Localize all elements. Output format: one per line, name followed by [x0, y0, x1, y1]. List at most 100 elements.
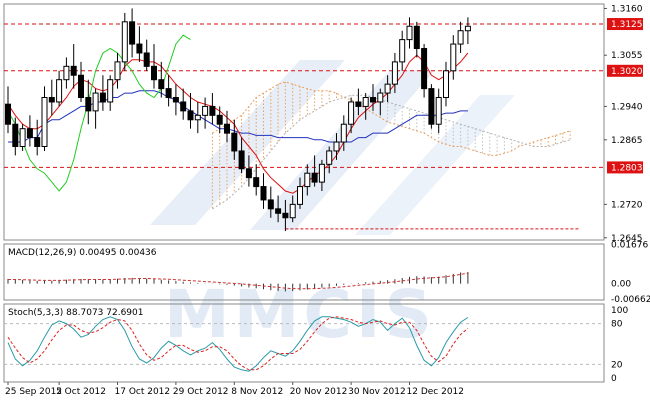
candle-body	[99, 92, 106, 103]
level-badge	[607, 161, 643, 174]
candle-body	[464, 25, 471, 32]
macd-signal	[8, 272, 468, 290]
candle-body	[70, 65, 77, 76]
price-frame	[3, 3, 605, 241]
candle-body	[107, 79, 114, 103]
candle-body	[355, 101, 362, 107]
price-tick-label: 1.2645	[611, 234, 643, 244]
candle-body	[399, 39, 406, 63]
tenkan-sen	[7, 52, 469, 194]
candle-body	[413, 25, 420, 50]
candle-body	[26, 128, 33, 139]
price-tick-label: 1.2940	[611, 102, 643, 112]
candle-body	[318, 163, 325, 183]
price-tick-label: 1.3160	[611, 4, 643, 14]
candle-body	[224, 123, 230, 134]
candle-body	[34, 137, 41, 147]
price-tick-label: 1.2720	[611, 200, 643, 210]
candle-body	[304, 172, 311, 188]
candle-body	[151, 65, 157, 81]
macd-tick-label: -0.00662	[611, 295, 650, 305]
candle-body	[216, 114, 223, 125]
candle-body	[348, 101, 355, 125]
level-badge-label: 1.3020	[611, 67, 643, 77]
stoch-frame	[3, 303, 605, 383]
stoch-tick-label: 100	[611, 306, 628, 316]
watermark-stripe	[150, 60, 345, 225]
candle-body	[384, 83, 391, 94]
candle-body	[457, 30, 464, 45]
stoch-tick-label: 0	[611, 374, 617, 384]
macd-tick-label: 0.00	[611, 280, 631, 290]
stoch-title: Stoch(5,3,3) 88.7073 72.6901	[8, 308, 143, 318]
macd-tick-label: 0.01676	[611, 241, 648, 251]
x-tick-label: 20 Nov 2012	[290, 387, 348, 397]
candle-body	[19, 128, 26, 147]
candle-body	[129, 21, 136, 45]
candle-body	[143, 52, 150, 67]
candle-body	[165, 88, 172, 99]
candle-body	[333, 141, 340, 152]
candle-body	[158, 79, 165, 90]
candle-body	[435, 97, 442, 125]
price-tick-label: 1.3055	[611, 51, 643, 61]
candle-body	[194, 114, 201, 121]
x-tick-label: 12 Dec 2012	[407, 387, 465, 397]
candle-body	[450, 43, 457, 72]
candle-body	[406, 25, 413, 41]
candle-body	[180, 101, 187, 112]
macd-title: MACD(12,26,9) 0.00495 0.00436	[8, 248, 157, 258]
x-tick-label: 17 Oct 2012	[115, 387, 171, 397]
candle-body	[85, 97, 92, 112]
candle-body	[172, 97, 179, 103]
x-tick-label: 8 Nov 2012	[231, 387, 283, 397]
stoch-signal-line	[7, 316, 469, 371]
candle-body	[136, 43, 143, 54]
candle-body	[121, 21, 128, 63]
macd-frame	[3, 243, 605, 301]
x-tick-label: 30 Nov 2012	[348, 387, 406, 397]
watermark-stripe	[355, 95, 515, 235]
candle-body	[326, 150, 333, 165]
level-badge-label: 1.3125	[611, 20, 643, 30]
candle-body	[5, 103, 11, 125]
candle-body	[443, 70, 449, 99]
candle-body	[12, 123, 19, 147]
candle-body	[41, 97, 48, 147]
stoch-main-line	[7, 316, 469, 372]
candle-body	[92, 92, 99, 112]
candle-body	[253, 177, 260, 188]
candle-body	[238, 150, 245, 170]
candle-body	[267, 199, 274, 210]
candle-body	[297, 186, 303, 205]
watermark: MMCIS	[150, 60, 515, 353]
candle-body	[202, 105, 209, 116]
chikou-span	[7, 34, 191, 192]
stoch-tick-label: 80	[611, 320, 623, 330]
level-badge	[607, 18, 643, 31]
level-badge	[607, 64, 643, 77]
senkou-span-b	[212, 94, 571, 210]
candles	[5, 8, 471, 232]
candle-body	[362, 97, 369, 107]
price-tick-label: 1.2865	[611, 136, 643, 146]
candle-body	[340, 123, 347, 143]
candle-body	[311, 172, 318, 183]
candle-body	[260, 186, 267, 201]
level-badge-label: 1.2803	[611, 163, 643, 173]
candle-body	[63, 65, 70, 81]
candle-body	[391, 61, 398, 85]
candle-body	[421, 48, 428, 90]
candle-body	[370, 97, 376, 103]
candle-body	[48, 97, 55, 103]
stoch-panel: Stoch(5,3,3) 88.7073 72.6901 100 80 20 0	[3, 303, 628, 384]
candle-body	[187, 110, 194, 121]
candle-body	[231, 132, 238, 152]
candle-body	[245, 168, 252, 179]
price-panel: 1.3160 1.3055 1.2940 1.2865 1.2720 1.2645 1.31…	[3, 3, 643, 244]
x-tick-label: 25 Sep 2012	[5, 387, 62, 397]
candle-body	[209, 105, 216, 116]
candle-body	[282, 212, 289, 219]
